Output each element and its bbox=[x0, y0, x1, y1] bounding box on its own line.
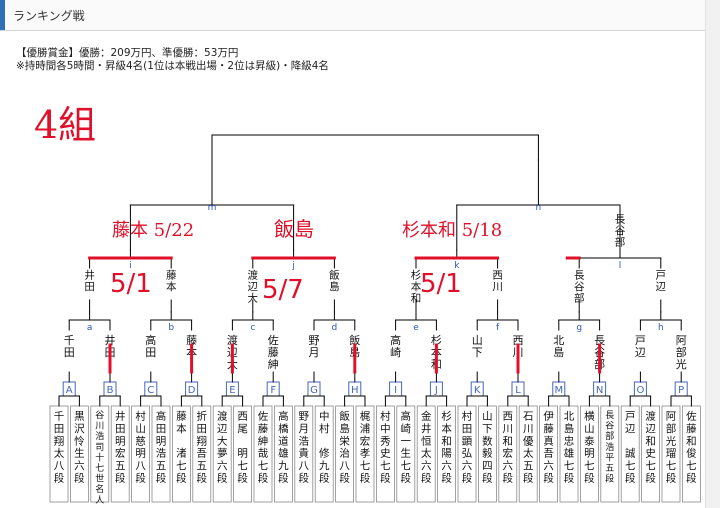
player-name: 折田翔吾五段 bbox=[197, 410, 208, 485]
player-name: 高田明浩五段 bbox=[156, 410, 167, 485]
header-accent-bar bbox=[0, 0, 5, 30]
score-annotation: 5/1 bbox=[110, 269, 152, 299]
player-name: 谷川浩司十七世名人 bbox=[95, 410, 104, 506]
round2-winner: 井田 bbox=[84, 269, 95, 294]
block-label: E bbox=[229, 385, 235, 396]
round1-winner: 戸辺 bbox=[635, 334, 646, 359]
block-label: K bbox=[474, 385, 481, 396]
match-annotation: 杉本和 5/18 bbox=[402, 220, 502, 241]
round2-winner: 飯島 bbox=[329, 269, 340, 294]
player-name: 山下数毅四段 bbox=[482, 411, 493, 485]
block-label: A bbox=[66, 385, 73, 396]
block-label: P bbox=[678, 385, 684, 396]
block-label: G bbox=[310, 385, 318, 396]
player-name: 高橋道雄九段 bbox=[278, 410, 289, 485]
round2-winner: 藤本 bbox=[166, 270, 177, 294]
match-letter: f bbox=[496, 323, 500, 333]
window-scrollbar[interactable] bbox=[705, 0, 720, 508]
block-label: I bbox=[394, 385, 397, 396]
player-name: 西尾 明七段 bbox=[237, 411, 248, 485]
match-letter: b bbox=[168, 323, 174, 333]
player-name: 村中秀史七段 bbox=[380, 410, 391, 485]
block-label: O bbox=[636, 385, 644, 396]
round2-winner: 西川 bbox=[492, 270, 503, 294]
player-name: 渡辺大夢六段 bbox=[217, 410, 228, 485]
player-name: 伊藤真吾六段 bbox=[543, 411, 554, 485]
round3-winner: 長谷部 bbox=[615, 214, 626, 249]
score-annotation: 5/1 bbox=[420, 269, 462, 299]
score-annotation: 5/7 bbox=[262, 275, 304, 305]
block-label: D bbox=[188, 385, 196, 396]
player-name: 千田翔太八段 bbox=[54, 411, 65, 485]
player-name: 村山慈明八段 bbox=[135, 410, 146, 485]
player-name: 横山泰明七段 bbox=[584, 410, 595, 485]
page-header: ランキング戦 bbox=[0, 0, 706, 31]
player-name: 渡辺和史七段 bbox=[645, 410, 656, 485]
block-label: J bbox=[434, 385, 438, 396]
match-letter: a bbox=[87, 323, 93, 333]
player-name: 高崎一生七段 bbox=[401, 410, 412, 485]
match-letter: m bbox=[208, 203, 217, 213]
round1-winner: 高崎 bbox=[390, 333, 401, 359]
round2-winner: 戸辺 bbox=[656, 270, 667, 294]
match-letter: l bbox=[619, 261, 622, 271]
player-name: 金井恒太六段 bbox=[421, 410, 432, 485]
round1-winner: 阿部光 bbox=[676, 334, 687, 371]
match-letter: k bbox=[454, 261, 460, 271]
prize-info: 【優勝賞金】優勝：209万円、準優勝：53万円 bbox=[16, 47, 239, 59]
block-label: M bbox=[554, 385, 563, 396]
round1-winner: 高田 bbox=[145, 333, 156, 359]
match-letter: h bbox=[658, 323, 664, 333]
block-label: B bbox=[107, 385, 114, 396]
player-name: 飯島栄治八段 bbox=[339, 410, 350, 485]
rules-info: ※持時間各5時間・昇級4名(1位は本戦出場・2位は昇級)・降級4名 bbox=[16, 60, 329, 72]
player-name: 村田顕弘六段 bbox=[462, 410, 473, 485]
player-name: 阿部光瑠七段 bbox=[666, 411, 677, 485]
round1-winner: 佐藤紳 bbox=[268, 333, 279, 371]
match-annotation: 飯島 bbox=[274, 217, 314, 241]
match-letter: e bbox=[413, 323, 419, 333]
player-name: 黒沢怜生六段 bbox=[74, 411, 85, 485]
page-title: ランキング戦 bbox=[13, 9, 85, 23]
player-name: 中村 修九段 bbox=[319, 410, 330, 485]
block-label: H bbox=[351, 385, 359, 396]
player-name: 杉本和陽六段 bbox=[441, 410, 452, 485]
player-name: 野月浩貴八段 bbox=[299, 411, 310, 485]
player-name: 西川和宏六段 bbox=[503, 411, 514, 485]
player-name: 井田明宏五段 bbox=[115, 410, 126, 485]
round1-winner: 山下 bbox=[472, 334, 483, 359]
player-name: 北島忠雄七段 bbox=[564, 411, 575, 485]
block-label: F bbox=[270, 385, 276, 396]
player-name: 石川優太五段 bbox=[523, 411, 534, 485]
player-name: 藤本 渚七段 bbox=[176, 411, 187, 485]
block-label: L bbox=[515, 385, 521, 396]
player-name: 戸辺 誠七段 bbox=[625, 411, 636, 485]
match-annotation: 藤本 5/22 bbox=[112, 220, 194, 241]
round2-winner: 長谷部 bbox=[574, 270, 585, 305]
player-name: 佐藤紳哉七段 bbox=[258, 410, 269, 485]
round1-winner: 千田 bbox=[64, 334, 75, 359]
round2-winner: 渡辺大 bbox=[248, 269, 259, 305]
player-name: 長谷部浩平五段 bbox=[605, 410, 614, 485]
match-letter: d bbox=[332, 323, 338, 333]
match-letter: i bbox=[129, 261, 132, 271]
group-label: 4組 bbox=[34, 103, 96, 147]
round2-winner: 杉本和 bbox=[411, 269, 422, 305]
match-letter: n bbox=[536, 203, 542, 213]
player-name: 佐藤和俊七段 bbox=[686, 410, 697, 485]
round1-winner: 北島 bbox=[553, 334, 564, 359]
match-letter: j bbox=[291, 261, 295, 271]
match-letter: c bbox=[250, 323, 255, 333]
player-name: 梶浦宏孝七段 bbox=[360, 410, 371, 485]
match-letter: g bbox=[576, 323, 582, 333]
round1-winner: 野月 bbox=[309, 334, 320, 359]
block-label: C bbox=[147, 385, 154, 396]
block-label: N bbox=[596, 385, 603, 396]
